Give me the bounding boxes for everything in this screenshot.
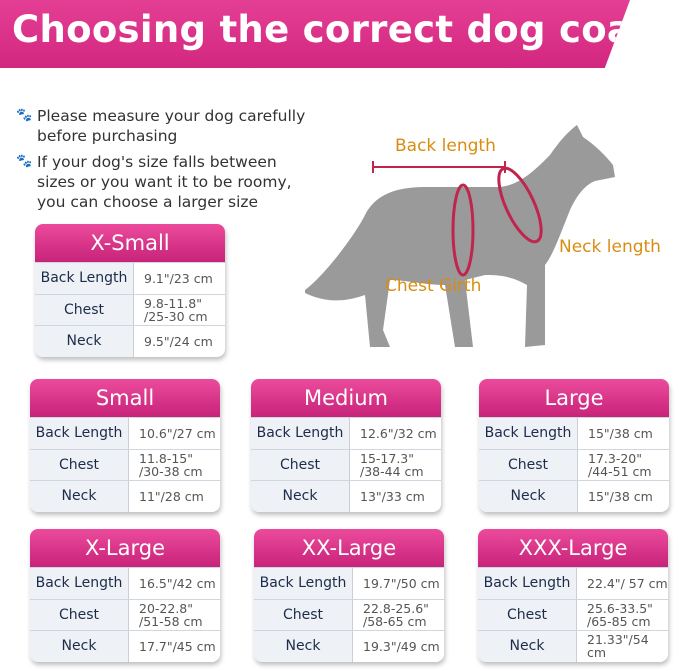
row-label: Back Length	[479, 418, 578, 449]
row-value: 21.33"/54 cm	[587, 632, 649, 661]
size-row-neck: Neck 15"/38 cm	[479, 480, 669, 512]
tip-text: If your dog's size falls between sizes o…	[37, 153, 292, 211]
size-row-neck: Neck 9.5"/24 cm	[35, 325, 225, 357]
size-name: Large	[479, 379, 669, 417]
size-row-back: Back Length 19.7"/50 cm	[254, 567, 444, 599]
row-label: Chest	[35, 294, 134, 326]
size-row-neck: Neck 21.33"/54 cm	[478, 630, 668, 662]
size-row-chest: Chest 25.6-33.5"/65-85 cm	[478, 598, 668, 631]
row-label: Chest	[254, 599, 353, 631]
back-length-label: Back length	[395, 136, 496, 156]
size-row-back: Back Length 16.5"/42 cm	[30, 567, 220, 599]
paw-icon: 🐾	[16, 108, 33, 123]
size-row-chest: Chest 15-17.3"/38-44 cm	[251, 448, 441, 481]
row-label: Back Length	[251, 418, 350, 449]
row-value: 9.8-11.8"/25-30 cm	[144, 295, 208, 324]
row-label: Neck	[251, 481, 350, 512]
row-value: 11"/28 cm	[139, 488, 204, 504]
row-label: Back Length	[30, 418, 129, 449]
row-label: Neck	[30, 481, 129, 512]
row-value: 22.4"/ 57 cm	[587, 575, 668, 591]
row-value: 10.6"/27 cm	[139, 425, 216, 441]
row-label: Neck	[30, 631, 129, 662]
row-label: Chest	[251, 449, 350, 481]
row-label: Neck	[35, 326, 134, 357]
row-label: Chest	[479, 449, 578, 481]
size-card-xx-large: XX-Large Back Length 19.7"/50 cm Chest 22.8-…	[254, 529, 444, 662]
tip-item: 🐾 If your dog's size falls between sizes…	[16, 152, 316, 212]
row-value: 20-22.8"/51-58 cm	[139, 600, 203, 629]
row-label: Back Length	[478, 568, 577, 599]
row-value: 22.8-25.6"/58-65 cm	[363, 600, 429, 629]
size-row-back: Back Length 12.6"/32 cm	[251, 417, 441, 449]
row-value: 12.6"/32 cm	[360, 425, 437, 441]
size-row-chest: Chest 22.8-25.6"/58-65 cm	[254, 598, 444, 631]
row-label: Neck	[254, 631, 353, 662]
size-row-back: Back Length 22.4"/ 57 cm	[478, 567, 668, 599]
size-name: X-Large	[30, 529, 220, 567]
row-value: 19.7"/50 cm	[363, 575, 440, 591]
paw-icon: 🐾	[16, 154, 33, 169]
size-name: Small	[30, 379, 220, 417]
size-row-neck: Neck 13"/33 cm	[251, 480, 441, 512]
row-value: 15-17.3"/38-44 cm	[360, 450, 424, 479]
size-row-chest: Chest 20-22.8"/51-58 cm	[30, 598, 220, 631]
size-row-neck: Neck 19.3"/49 cm	[254, 630, 444, 662]
size-name: XX-Large	[254, 529, 444, 567]
size-card-x-large: X-Large Back Length 16.5"/42 cm Chest 20-22.…	[30, 529, 220, 662]
row-value: 13"/33 cm	[360, 488, 425, 504]
row-value: 9.1"/23 cm	[144, 270, 213, 286]
row-label: Chest	[30, 599, 129, 631]
row-value: 17.7"/45 cm	[139, 638, 216, 654]
chest-girth-label: Chest Girth	[385, 276, 482, 296]
size-row-neck: Neck 17.7"/45 cm	[30, 630, 220, 662]
row-label: Back Length	[254, 568, 353, 599]
dog-silhouette-icon	[305, 125, 615, 347]
size-row-back: Back Length 15"/38 cm	[479, 417, 669, 449]
tip-item: 🐾 Please measure your dog carefully befo…	[16, 106, 316, 146]
size-card-xxx-large: XXX-Large Back Length 22.4"/ 57 cm Chest 25.…	[478, 529, 668, 662]
row-value: 25.6-33.5"/65-85 cm	[587, 600, 653, 629]
row-value: 15"/38 cm	[588, 425, 653, 441]
row-value: 9.5"/24 cm	[144, 333, 213, 349]
size-name: X-Small	[35, 224, 225, 262]
row-label: Chest	[478, 599, 577, 631]
row-label: Neck	[479, 481, 578, 512]
size-row-back: Back Length 10.6"/27 cm	[30, 417, 220, 449]
tip-text: Please measure your dog carefully before…	[37, 107, 306, 145]
size-row-neck: Neck 11"/28 cm	[30, 480, 220, 512]
row-value: 11.8-15"/30-38 cm	[139, 450, 203, 479]
neck-length-label: Neck length	[559, 237, 661, 257]
size-row-chest: Chest 9.8-11.8"/25-30 cm	[35, 293, 225, 326]
row-label: Back Length	[30, 568, 129, 599]
row-value: 15"/38 cm	[588, 488, 653, 504]
size-name: Medium	[251, 379, 441, 417]
size-card-small: Small Back Length 10.6"/27 cm Chest 11.8-15"…	[30, 379, 220, 512]
title-banner: Choosing the correct dog coat	[0, 0, 630, 68]
row-label: Back Length	[35, 263, 134, 294]
size-row-back: Back Length 9.1"/23 cm	[35, 262, 225, 294]
size-row-chest: Chest 11.8-15"/30-38 cm	[30, 448, 220, 481]
row-value: 19.3"/49 cm	[363, 638, 440, 654]
size-row-chest: Chest 17.3-20"/44-51 cm	[479, 448, 669, 481]
size-name: XXX-Large	[478, 529, 668, 567]
size-card-x-small: X-Small Back Length 9.1"/23 cm Chest 9.8-11.…	[35, 224, 225, 357]
row-value: 17.3-20"/44-51 cm	[588, 450, 652, 479]
row-label: Chest	[30, 449, 129, 481]
size-card-large: Large Back Length 15"/38 cm Chest 17.3-20"/4…	[479, 379, 669, 512]
page-title: Choosing the correct dog coat	[12, 8, 651, 51]
row-label: Neck	[478, 631, 577, 662]
row-value: 16.5"/42 cm	[139, 575, 216, 591]
size-card-medium: Medium Back Length 12.6"/32 cm Chest 15-17.3…	[251, 379, 441, 512]
